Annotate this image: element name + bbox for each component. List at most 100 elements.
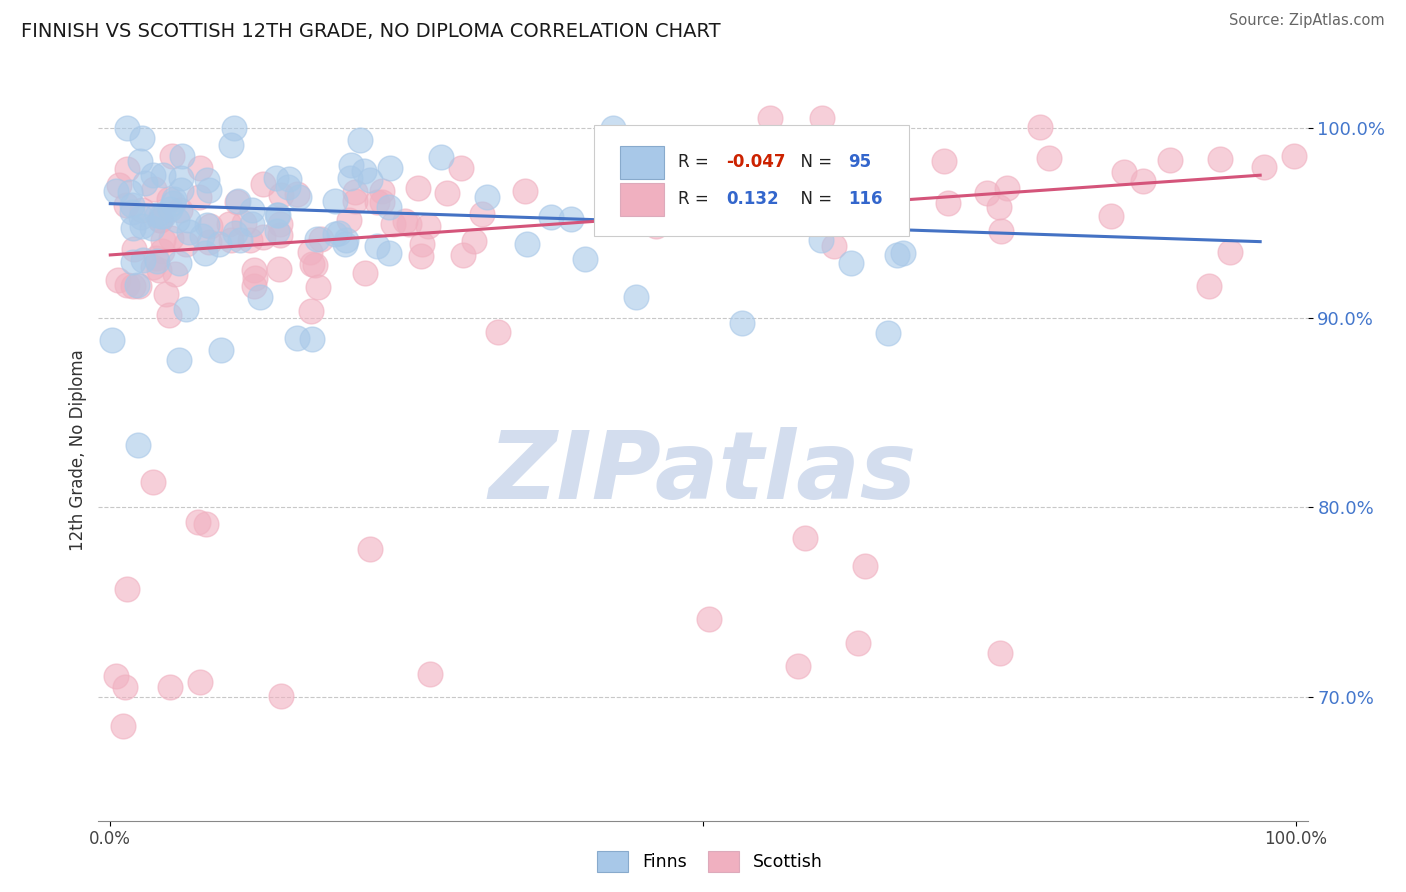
Text: -0.047: -0.047 — [725, 153, 786, 170]
Point — [335, 233, 357, 247]
Point — [1038, 151, 1060, 165]
Point — [470, 207, 492, 221]
Point — [463, 234, 485, 248]
Point — [328, 226, 350, 240]
Text: 95: 95 — [848, 153, 872, 170]
Point — [811, 112, 834, 126]
Point — [101, 333, 124, 347]
Point — [305, 232, 328, 246]
Point — [1282, 149, 1305, 163]
Point — [152, 233, 174, 247]
Point — [613, 139, 636, 153]
Point — [163, 192, 186, 206]
Point — [288, 190, 311, 204]
Point — [366, 239, 388, 253]
Point — [269, 262, 291, 277]
Point — [124, 243, 146, 257]
Point — [131, 131, 153, 145]
Point — [242, 278, 264, 293]
Point — [869, 181, 891, 195]
Point — [451, 248, 474, 262]
Point — [516, 236, 538, 251]
Point — [252, 177, 274, 191]
Point — [197, 183, 219, 197]
Point — [333, 237, 356, 252]
Point — [731, 316, 754, 330]
Point — [128, 279, 150, 293]
Point — [270, 188, 292, 202]
Point — [641, 208, 664, 222]
Point — [787, 658, 810, 673]
Point — [240, 203, 263, 218]
Point — [381, 217, 404, 231]
Point — [226, 194, 249, 208]
Point — [409, 249, 432, 263]
Point — [188, 674, 211, 689]
Point — [252, 230, 274, 244]
Point — [1219, 244, 1241, 259]
Point — [159, 680, 181, 694]
Point — [122, 221, 145, 235]
Point — [177, 213, 200, 227]
Point — [477, 190, 499, 204]
Point — [129, 153, 152, 168]
Point — [115, 161, 138, 176]
Point — [132, 253, 155, 268]
Point — [159, 202, 181, 216]
Point — [188, 161, 211, 176]
Point — [243, 263, 266, 277]
Point — [148, 263, 170, 277]
Text: Source: ZipAtlas.com: Source: ZipAtlas.com — [1229, 13, 1385, 29]
Point — [194, 246, 217, 260]
Point — [343, 194, 366, 208]
Point — [285, 186, 308, 201]
Point — [115, 278, 138, 293]
Point — [200, 219, 222, 233]
Point — [839, 256, 862, 270]
Point — [170, 183, 193, 197]
Point — [301, 257, 323, 271]
Point — [142, 260, 165, 275]
Point — [560, 212, 582, 227]
Point — [195, 173, 218, 187]
Point — [179, 225, 201, 239]
Point — [370, 184, 392, 198]
Point — [277, 179, 299, 194]
Point — [323, 227, 346, 241]
Point — [134, 176, 156, 190]
Point — [307, 279, 329, 293]
Point — [195, 517, 218, 532]
Point — [644, 219, 666, 234]
Point — [121, 278, 143, 293]
Point — [152, 209, 174, 223]
Point — [148, 213, 170, 227]
Point — [793, 531, 815, 545]
Point — [344, 186, 367, 200]
Y-axis label: 12th Grade, No Diploma: 12th Grade, No Diploma — [69, 350, 87, 551]
Point — [450, 161, 472, 175]
Point — [162, 149, 184, 163]
Point — [995, 181, 1018, 195]
Point — [191, 228, 214, 243]
Point — [249, 290, 271, 304]
Point — [169, 203, 191, 218]
Point — [823, 239, 845, 253]
Point — [430, 150, 453, 164]
Point — [394, 214, 416, 228]
Point — [406, 181, 429, 195]
Point — [932, 154, 955, 169]
Point — [270, 689, 292, 703]
Point — [152, 244, 174, 258]
Point — [129, 210, 152, 224]
Point — [880, 205, 903, 219]
Point — [378, 200, 401, 214]
Text: 116: 116 — [848, 190, 883, 208]
Point — [359, 542, 381, 557]
Point — [848, 635, 870, 649]
Point — [337, 212, 360, 227]
Point — [187, 190, 209, 204]
Point — [127, 277, 149, 292]
Point — [240, 217, 263, 231]
Point — [987, 200, 1010, 214]
Point — [636, 211, 658, 226]
